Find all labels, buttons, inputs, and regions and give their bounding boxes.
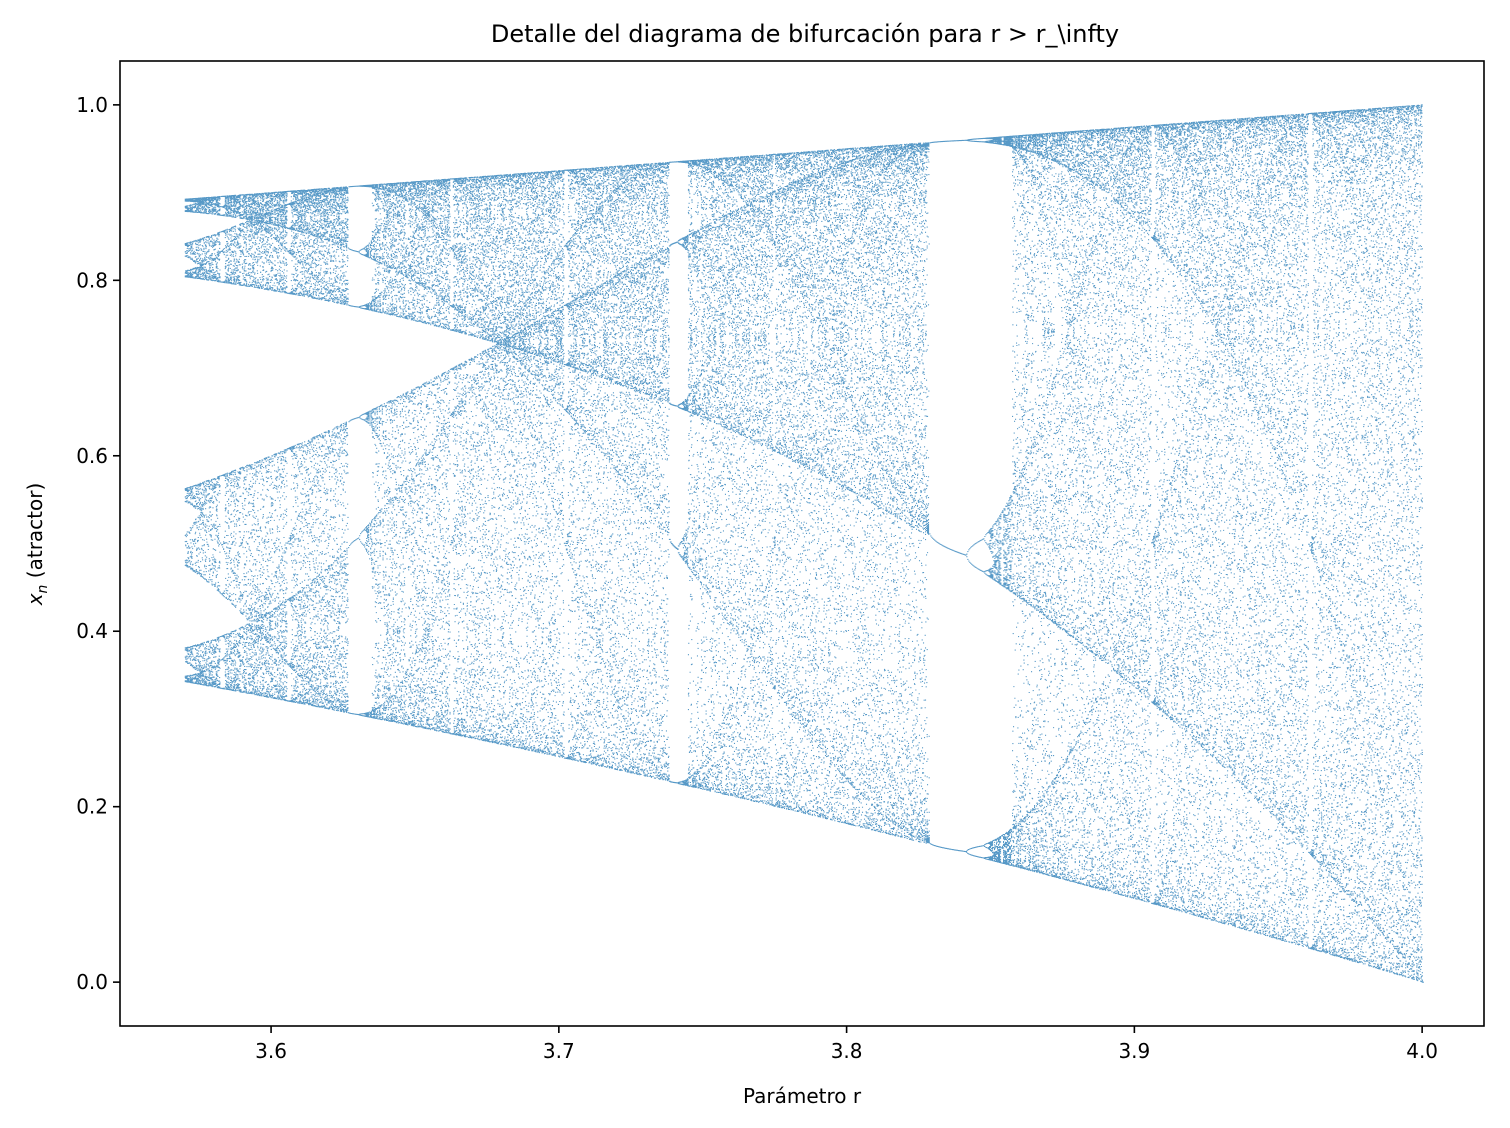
- y-tick-label: 0.8: [76, 268, 108, 292]
- y-tick: 0.6: [76, 444, 120, 468]
- y-tick-label: 0.6: [76, 444, 108, 468]
- y-tick-label: 0.4: [76, 619, 108, 643]
- y-tick: 0.0: [76, 970, 120, 994]
- x-axis: 3.6 3.7 3.8 3.9 4.0: [255, 1026, 1438, 1063]
- y-axis: 0.0 0.2 0.4 0.6 0.8 1.0: [76, 93, 120, 994]
- y-tick-label: 0.0: [76, 970, 108, 994]
- y-tick: 1.0: [76, 93, 120, 117]
- x-tick: 3.6: [255, 1026, 287, 1063]
- x-tick: 3.8: [831, 1026, 863, 1063]
- attractor-points: [184, 104, 1424, 983]
- y-axis-title-rest: (atractor): [23, 483, 47, 585]
- x-tick: 4.0: [1406, 1026, 1438, 1063]
- x-axis-title: Parámetro r: [743, 1084, 862, 1108]
- axes-frame: [119, 60, 1485, 1027]
- y-tick-label: 0.2: [76, 795, 108, 819]
- plot-area: [119, 60, 1485, 1027]
- x-tick-label: 3.8: [831, 1039, 863, 1063]
- x-tick-label: 3.6: [255, 1039, 287, 1063]
- y-axis-title: xn (atractor): [23, 483, 51, 607]
- y-axis-title-var: x: [23, 593, 47, 606]
- x-tick: 3.7: [543, 1026, 575, 1063]
- y-tick: 0.2: [76, 795, 120, 819]
- y-tick: 0.4: [76, 619, 120, 643]
- x-tick: 3.9: [1118, 1026, 1150, 1063]
- x-tick-label: 3.9: [1118, 1039, 1150, 1063]
- x-tick-label: 3.7: [543, 1039, 575, 1063]
- scatter-layer: [184, 104, 1424, 983]
- y-tick-label: 1.0: [76, 93, 108, 117]
- chart-title: Detalle del diagrama de bifurcación para…: [491, 20, 1119, 48]
- x-tick-label: 4.0: [1406, 1039, 1438, 1063]
- y-tick: 0.8: [76, 268, 120, 292]
- y-axis-title-sub: n: [35, 585, 51, 594]
